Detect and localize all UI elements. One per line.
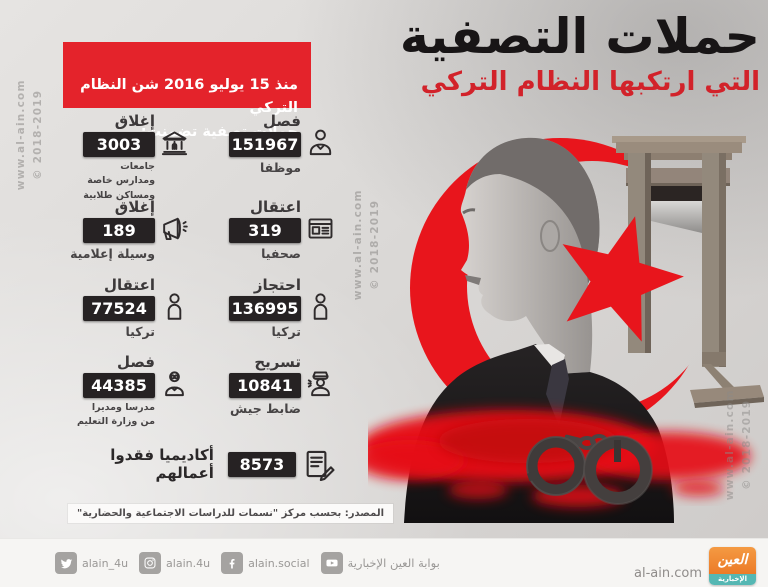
alain-logo-wordmark: العين: [709, 547, 756, 574]
officer-icon: [305, 368, 336, 399]
stat-unit: صحفيا: [261, 246, 301, 261]
erdogan-guillotine-illustration: [368, 136, 764, 523]
youtube-icon: [320, 552, 343, 574]
facebook-item: alain.social: [221, 552, 310, 574]
facebook-handle: alain.social: [248, 556, 310, 570]
stat-unit: تركيا: [125, 324, 155, 339]
stat-arrested-journalists: اعتقال 319 صحفيا: [202, 198, 336, 276]
stat-value: 189: [83, 218, 155, 243]
watermark: www.al-ain.com © 2018-2019: [15, 79, 44, 191]
stat-unit: وسيلة إعلامية: [70, 246, 155, 261]
twitter-icon: [55, 552, 77, 574]
stat-unit: موظفا: [259, 160, 301, 175]
guillotine: [612, 136, 764, 408]
stat-closed-media-outlets: إغلاق 189 وسيلة إعلامية: [56, 198, 190, 276]
website-url: al-ain.com: [634, 566, 702, 581]
stats-grid: فصل 151967 موظفا إغلاق 3003 جامعات ومدار…: [56, 112, 336, 457]
page-subtitle: التي ارتكبها النظام التركي: [420, 67, 760, 98]
instagram-handle: alain.4u: [166, 556, 211, 570]
stat-value: 44385: [83, 373, 155, 398]
stat-academics-lost-jobs: 8573 أكاديميا فقدوا أعمالهم: [64, 446, 336, 482]
stat-discharged-army-officers: تسريح 10841 ضابط جيش: [202, 353, 336, 457]
youtube-item: بوابة العين الإخبارية: [320, 552, 440, 574]
footer-bar: alain_4u alain.4u alain.social بوابة الع…: [0, 538, 768, 587]
university-icon: [159, 127, 190, 158]
stat-value: 3003: [83, 132, 155, 157]
stat-label: فصل: [263, 112, 301, 130]
watermark: www.al-ain.com © 2018-2019: [724, 389, 753, 501]
stat-unit: أكاديميا فقدوا أعمالهم: [110, 446, 214, 482]
handcuffs: [526, 434, 653, 505]
stat-value: 136995: [229, 296, 301, 321]
social-links: alain_4u alain.4u alain.social بوابة الع…: [55, 552, 440, 574]
teacher-icon: [159, 368, 190, 399]
document-pencil-icon: [302, 447, 336, 481]
person-icon: [159, 291, 190, 322]
stat-label: اعتقال: [104, 276, 155, 294]
red-star: [562, 216, 684, 342]
facebook-icon: [221, 552, 244, 574]
alain-logo: العين الإخبارية: [709, 547, 756, 585]
stat-value: 8573: [227, 451, 296, 477]
twitter-item: alain_4u: [55, 552, 128, 574]
stat-label: إغلاق: [114, 198, 155, 216]
instagram-icon: [139, 552, 162, 574]
stat-dismissed-employees: فصل 151967 موظفا: [202, 112, 336, 198]
person-icon: [305, 291, 336, 322]
stat-detained-turks: احتجاز 136995 تركيا: [202, 276, 336, 353]
alain-logo-tagline: الإخبارية: [709, 574, 756, 585]
stat-dismissed-teachers: فصل 44385 مدرسا ومديرا من وزارة التعليم: [56, 353, 190, 457]
stat-value: 319: [229, 218, 301, 243]
stat-label: تسريح: [254, 353, 301, 371]
youtube-label: بوابة العين الإخبارية: [347, 556, 440, 570]
stat-label: احتجاز: [253, 276, 301, 294]
twitter-handle: alain_4u: [82, 556, 129, 570]
stat-label: فصل: [117, 353, 155, 371]
source-note: المصدر: بحسب مركز "نسمات للدراسات الاجتم…: [68, 504, 394, 523]
megaphone-icon: [159, 213, 190, 244]
stat-value: 151967: [229, 132, 301, 157]
employee-icon: [305, 127, 336, 158]
stat-unit: مدرسا ومديرا من وزارة التعليم: [76, 402, 155, 428]
stat-arrested-turks: اعتقال 77524 تركيا: [56, 276, 190, 353]
stat-label: إغلاق: [114, 112, 155, 130]
stat-value: 10841: [229, 373, 301, 398]
stat-closed-universities: إغلاق 3003 جامعات ومدارس خاصة ومساكن طلا…: [56, 112, 190, 201]
intro-box: منذ 15 يوليو 2016 شن النظام التركي حملات…: [63, 42, 311, 140]
erdogan-portrait: [460, 137, 600, 374]
newspaper-icon: [305, 213, 336, 244]
stat-unit: تركيا: [271, 324, 301, 339]
stat-value: 77524: [83, 296, 155, 321]
stat-label: اعتقال: [250, 198, 301, 216]
page-title: حملات التصفية: [399, 8, 761, 65]
watermark: www.al-ain.com © 2018-2019: [352, 189, 381, 301]
intro-text: منذ 15 يوليو 2016 شن النظام التركي حملات…: [80, 77, 298, 140]
instagram-item: alain.4u: [139, 552, 210, 574]
stat-unit: جامعات ومدارس خاصة ومساكن طلابية: [83, 161, 155, 201]
stat-unit: ضابط جيش: [230, 401, 301, 416]
